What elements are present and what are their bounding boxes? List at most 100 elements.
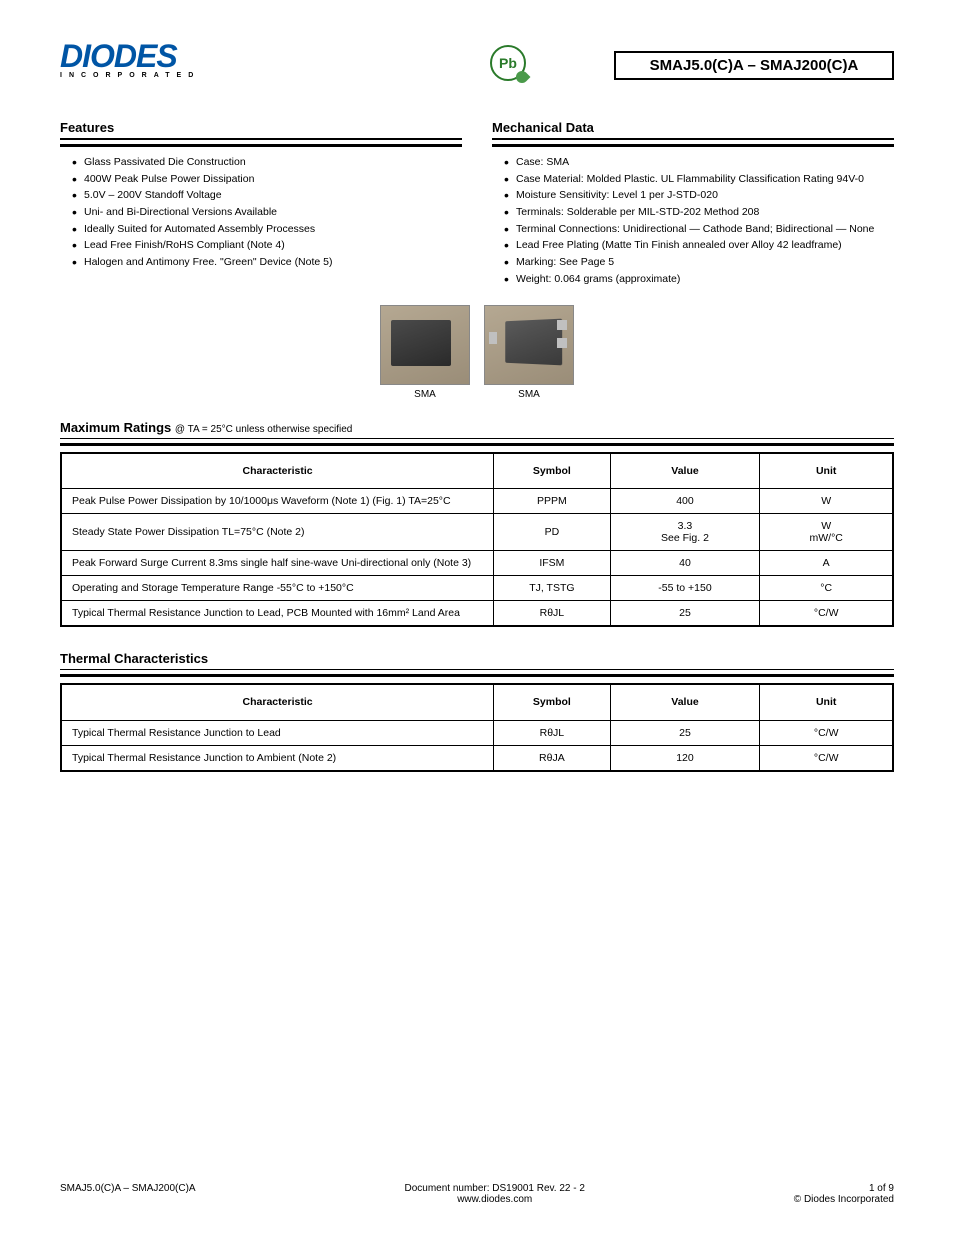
pb-leaf-icon [514,69,531,86]
cell-value: 400 [610,489,760,514]
footer-url: www.diodes.com [404,1194,584,1205]
cell-unit: A [760,551,893,576]
footer-right: 1 of 9 © Diodes Incorporated [794,1183,894,1205]
thermal-section: Thermal Characteristics Characteristic S… [60,651,894,772]
table-row: Operating and Storage Temperature Range … [61,576,893,601]
cell-value: -55 to +150 [610,576,760,601]
header-value: Value [610,453,760,489]
package-label-1: SMA [380,389,470,400]
mechanical-item: Terminals: Solderable per MIL-STD-202 Me… [504,205,894,220]
package-render-1 [380,305,470,385]
cell-symbol: PPPM [494,489,610,514]
header-row: DIODES INCORPORATED SMAJ5.0(C)A – SMAJ20… [60,40,894,90]
package-image-2: SMA [484,305,574,400]
max-ratings-section: Maximum Ratings @ TA = 25°C unless other… [60,420,894,628]
thermal-heading: Thermal Characteristics [60,651,894,670]
footer-page: 1 of 9 [794,1183,894,1194]
cell-char: Typical Thermal Resistance Junction to L… [61,601,494,627]
page-footer: SMAJ5.0(C)A – SMAJ200(C)A Document numbe… [60,1183,894,1205]
feature-item: 400W Peak Pulse Power Dissipation [72,172,462,187]
features-column: Features Glass Passivated Die Constructi… [60,120,462,289]
header-characteristic: Characteristic [61,684,494,720]
logo-text: DIODES [60,40,240,72]
part-title-box: SMAJ5.0(C)A – SMAJ200(C)A [614,51,894,80]
cell-char: Typical Thermal Resistance Junction to L… [61,720,494,745]
cell-symbol: RθJL [494,601,610,627]
package-label-2: SMA [484,389,574,400]
mechanical-item: Marking: See Page 5 [504,255,894,270]
table-row: Typical Thermal Resistance Junction to A… [61,745,893,771]
features-list: Glass Passivated Die Construction 400W P… [60,155,462,270]
cell-char: Peak Forward Surge Current 8.3ms single … [61,551,494,576]
features-rule [60,144,462,147]
table-header-row: Characteristic Symbol Value Unit [61,684,893,720]
mechanical-item: Weight: 0.064 grams (approximate) [504,272,894,287]
table-row: Peak Pulse Power Dissipation by 10/1000μ… [61,489,893,514]
cell-value: 120 [610,745,760,771]
cell-unit: W [760,489,893,514]
cell-char: Steady State Power Dissipation TL=75°C (… [61,514,494,551]
cell-unit: °C [760,576,893,601]
cell-symbol: TJ, TSTG [494,576,610,601]
header-characteristic: Characteristic [61,453,494,489]
table-row: Peak Forward Surge Current 8.3ms single … [61,551,893,576]
header-symbol: Symbol [494,684,610,720]
feature-item: 5.0V – 200V Standoff Voltage [72,188,462,203]
cell-symbol: RθJA [494,745,610,771]
feature-item: Glass Passivated Die Construction [72,155,462,170]
part-title: SMAJ5.0(C)A – SMAJ200(C)A [628,57,880,74]
mechanical-heading: Mechanical Data [492,120,894,140]
max-ratings-table: Characteristic Symbol Value Unit Peak Pu… [60,452,894,628]
cell-symbol: IFSM [494,551,610,576]
package-images-row: SMA SMA [60,305,894,400]
footer-center: Document number: DS19001 Rev. 22 - 2 www… [404,1183,584,1205]
cell-symbol: RθJL [494,720,610,745]
table-header-row: Characteristic Symbol Value Unit [61,453,893,489]
cell-value: 25 [610,601,760,627]
cell-char: Typical Thermal Resistance Junction to A… [61,745,494,771]
cell-unit: °C/W [760,720,893,745]
cell-char: Peak Pulse Power Dissipation by 10/1000μ… [61,489,494,514]
feature-item: Ideally Suited for Automated Assembly Pr… [72,222,462,237]
header-value: Value [610,684,760,720]
footer-copyright: © Diodes Incorporated [794,1194,894,1205]
cell-value: 25 [610,720,760,745]
table-row: Steady State Power Dissipation TL=75°C (… [61,514,893,551]
mechanical-item: Case: SMA [504,155,894,170]
cell-value: 40 [610,551,760,576]
table-row: Typical Thermal Resistance Junction to L… [61,601,893,627]
features-heading: Features [60,120,462,140]
leadfree-icon: Pb [490,45,530,85]
max-ratings-heading: Maximum Ratings @ TA = 25°C unless other… [60,420,894,439]
mechanical-item: Moisture Sensitivity: Level 1 per J-STD-… [504,188,894,203]
logo-subtitle: INCORPORATED [60,72,240,79]
header-unit: Unit [760,684,893,720]
mechanical-list: Case: SMA Case Material: Molded Plastic.… [492,155,894,287]
feature-item: Halogen and Antimony Free. "Green" Devic… [72,255,462,270]
thermal-table: Characteristic Symbol Value Unit Typical… [60,683,894,772]
cell-char: Operating and Storage Temperature Range … [61,576,494,601]
company-logo: DIODES INCORPORATED [60,40,240,90]
footer-left: SMAJ5.0(C)A – SMAJ200(C)A [60,1183,196,1205]
pb-text: Pb [499,55,517,71]
cell-unit: W mW/°C [760,514,893,551]
mechanical-item: Case Material: Molded Plastic. UL Flamma… [504,172,894,187]
header-unit: Unit [760,453,893,489]
mechanical-column: Mechanical Data Case: SMA Case Material:… [492,120,894,289]
mechanical-item: Terminal Connections: Unidirectional — C… [504,222,894,237]
cell-value: 3.3 See Fig. 2 [610,514,760,551]
feature-item: Uni- and Bi-Directional Versions Availab… [72,205,462,220]
thermal-rule [60,674,894,677]
footer-docnum: Document number: DS19001 Rev. 22 - 2 [404,1183,584,1194]
cell-unit: °C/W [760,745,893,771]
cell-symbol: PD [494,514,610,551]
package-image-1: SMA [380,305,470,400]
mechanical-rule [492,144,894,147]
two-column-layout: Features Glass Passivated Die Constructi… [60,120,894,289]
max-ratings-rule [60,443,894,446]
feature-item: Lead Free Finish/RoHS Compliant (Note 4) [72,238,462,253]
cell-unit: °C/W [760,601,893,627]
header-symbol: Symbol [494,453,610,489]
package-render-2 [484,305,574,385]
table-row: Typical Thermal Resistance Junction to L… [61,720,893,745]
